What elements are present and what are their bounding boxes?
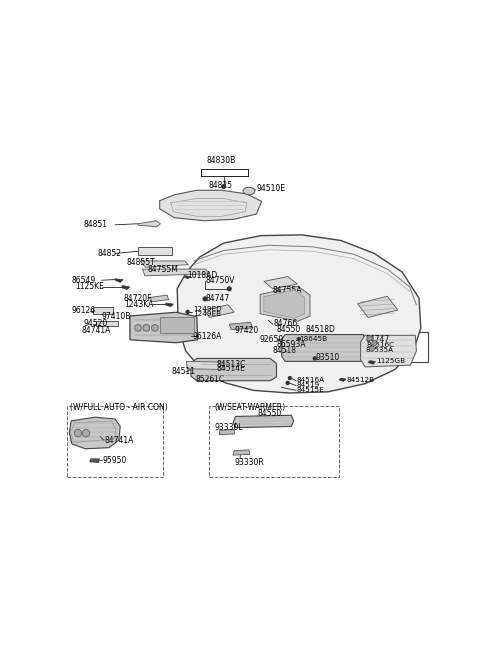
Text: 84518: 84518 [272, 347, 296, 355]
Polygon shape [233, 450, 250, 455]
Text: 84825: 84825 [208, 181, 232, 190]
Polygon shape [115, 279, 123, 282]
Polygon shape [358, 296, 398, 317]
Text: 94520: 94520 [83, 319, 108, 328]
Circle shape [367, 336, 372, 341]
Text: 97410B: 97410B [102, 312, 131, 321]
Text: 97420: 97420 [235, 326, 259, 335]
Text: 84720F: 84720F [124, 293, 153, 303]
Polygon shape [160, 317, 194, 333]
Text: 1125GB: 1125GB [376, 359, 405, 365]
Polygon shape [138, 247, 172, 256]
Circle shape [74, 430, 82, 437]
Text: 84766: 84766 [274, 319, 298, 328]
Circle shape [186, 310, 189, 313]
Text: 84550: 84550 [276, 325, 301, 334]
Polygon shape [204, 305, 234, 317]
Circle shape [135, 325, 142, 331]
Text: 84513C: 84513C [216, 360, 246, 369]
Circle shape [203, 297, 207, 301]
Text: 84741A: 84741A [105, 436, 134, 445]
Polygon shape [177, 235, 421, 393]
Text: 84830B: 84830B [206, 156, 235, 165]
Polygon shape [130, 312, 198, 343]
Circle shape [228, 287, 231, 291]
Text: 95950: 95950 [102, 456, 127, 465]
Text: 84519: 84519 [297, 382, 320, 388]
Text: 1125KE: 1125KE [75, 282, 104, 291]
Text: 84747: 84747 [366, 335, 390, 343]
Polygon shape [186, 361, 225, 370]
Text: 1249ED: 1249ED [193, 306, 222, 312]
Polygon shape [121, 286, 130, 290]
Text: 1249EB: 1249EB [193, 311, 221, 317]
Circle shape [152, 325, 158, 331]
Text: 18645B: 18645B [300, 336, 328, 342]
Text: 94510E: 94510E [256, 184, 286, 193]
Polygon shape [69, 417, 120, 449]
Polygon shape [150, 295, 168, 302]
Text: 84514E: 84514E [216, 365, 245, 373]
Text: 84518D: 84518D [305, 325, 336, 334]
Text: 85261C: 85261C [195, 374, 225, 384]
Circle shape [83, 430, 90, 437]
Text: 84516C: 84516C [367, 341, 395, 348]
Circle shape [297, 337, 300, 341]
Polygon shape [219, 430, 235, 435]
Text: 84750V: 84750V [206, 276, 235, 285]
Text: 1243KA: 1243KA [124, 299, 153, 309]
Text: 1018AD: 1018AD [187, 270, 217, 280]
Text: (W/FULL AUTO - AIR CON): (W/FULL AUTO - AIR CON) [71, 403, 168, 412]
Polygon shape [90, 459, 99, 463]
Circle shape [143, 325, 150, 331]
Polygon shape [339, 378, 346, 381]
Text: 92650: 92650 [260, 335, 284, 343]
Circle shape [369, 346, 374, 351]
Text: 93510: 93510 [315, 353, 340, 362]
Text: 93330L: 93330L [215, 423, 243, 432]
Circle shape [288, 376, 291, 380]
Polygon shape [229, 322, 252, 330]
Polygon shape [143, 269, 209, 276]
Text: 84535A: 84535A [366, 347, 394, 353]
Text: 86549: 86549 [72, 276, 96, 285]
Polygon shape [184, 276, 190, 279]
Polygon shape [191, 359, 276, 380]
Text: 84851: 84851 [83, 220, 107, 229]
Text: 84755A: 84755A [273, 286, 302, 295]
Text: 84755M: 84755M [147, 264, 178, 274]
Text: 84855T: 84855T [126, 258, 155, 268]
Ellipse shape [243, 187, 255, 195]
Text: 84852: 84852 [98, 249, 122, 258]
Text: 84511: 84511 [172, 367, 196, 376]
Text: 84515E: 84515E [297, 386, 324, 392]
Text: 84741A: 84741A [82, 326, 111, 335]
Polygon shape [165, 303, 173, 307]
Circle shape [372, 341, 377, 346]
Polygon shape [140, 261, 188, 267]
FancyBboxPatch shape [93, 307, 113, 314]
Polygon shape [282, 335, 367, 361]
Circle shape [222, 185, 226, 189]
Text: 86593A: 86593A [276, 341, 306, 349]
Text: 84516A: 84516A [297, 377, 325, 383]
Text: 84550: 84550 [257, 409, 281, 418]
Text: 84512B: 84512B [347, 377, 374, 383]
Polygon shape [138, 220, 160, 226]
Polygon shape [368, 361, 375, 365]
Polygon shape [360, 335, 416, 367]
Text: 96126A: 96126A [192, 331, 221, 341]
Circle shape [313, 357, 316, 360]
Polygon shape [160, 191, 262, 220]
Text: 84747: 84747 [206, 293, 230, 303]
Polygon shape [233, 415, 294, 428]
Text: (W/SEAT-WARMER): (W/SEAT-WARMER) [215, 403, 286, 412]
Circle shape [286, 381, 289, 384]
Polygon shape [264, 290, 305, 318]
Text: 93330R: 93330R [234, 458, 264, 467]
FancyBboxPatch shape [96, 321, 118, 327]
Polygon shape [264, 276, 297, 289]
Text: 96126: 96126 [72, 306, 96, 315]
Polygon shape [260, 286, 310, 321]
